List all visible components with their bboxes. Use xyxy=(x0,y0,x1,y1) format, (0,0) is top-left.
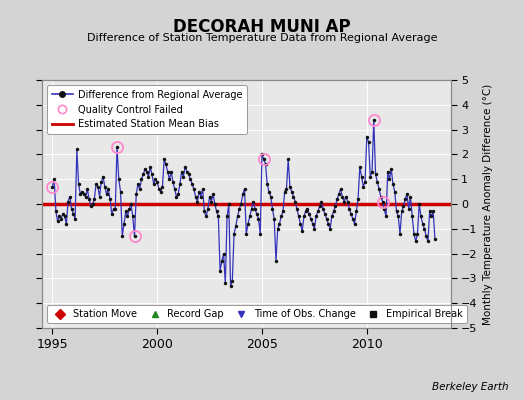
Text: Berkeley Earth: Berkeley Earth xyxy=(432,382,508,392)
Legend: Station Move, Record Gap, Time of Obs. Change, Empirical Break: Station Move, Record Gap, Time of Obs. C… xyxy=(47,305,466,323)
Text: Difference of Station Temperature Data from Regional Average: Difference of Station Temperature Data f… xyxy=(87,33,437,43)
Y-axis label: Monthly Temperature Anomaly Difference (°C): Monthly Temperature Anomaly Difference (… xyxy=(483,83,493,325)
Text: DECORAH MUNI AP: DECORAH MUNI AP xyxy=(173,18,351,36)
